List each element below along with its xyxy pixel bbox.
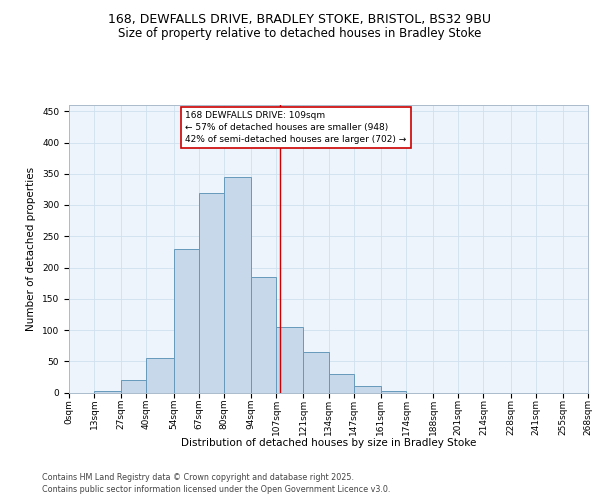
Bar	[251, 277, 276, 392]
Bar	[276, 327, 304, 392]
Bar	[94, 391, 121, 392]
Bar	[381, 391, 406, 392]
X-axis label: Distribution of detached houses by size in Bradley Stoke: Distribution of detached houses by size …	[181, 438, 476, 448]
Text: 168, DEWFALLS DRIVE, BRADLEY STOKE, BRISTOL, BS32 9BU: 168, DEWFALLS DRIVE, BRADLEY STOKE, BRIS…	[109, 12, 491, 26]
Bar	[353, 386, 381, 392]
Bar	[224, 177, 251, 392]
Text: Contains public sector information licensed under the Open Government Licence v3: Contains public sector information licen…	[42, 485, 391, 494]
Bar	[173, 249, 199, 392]
Text: Size of property relative to detached houses in Bradley Stoke: Size of property relative to detached ho…	[118, 28, 482, 40]
Bar	[146, 358, 173, 392]
Bar	[121, 380, 146, 392]
Bar	[199, 192, 224, 392]
Text: 168 DEWFALLS DRIVE: 109sqm
← 57% of detached houses are smaller (948)
42% of sem: 168 DEWFALLS DRIVE: 109sqm ← 57% of deta…	[185, 112, 406, 144]
Bar	[329, 374, 353, 392]
Bar	[304, 352, 329, 393]
Text: Contains HM Land Registry data © Crown copyright and database right 2025.: Contains HM Land Registry data © Crown c…	[42, 472, 354, 482]
Y-axis label: Number of detached properties: Number of detached properties	[26, 166, 37, 331]
